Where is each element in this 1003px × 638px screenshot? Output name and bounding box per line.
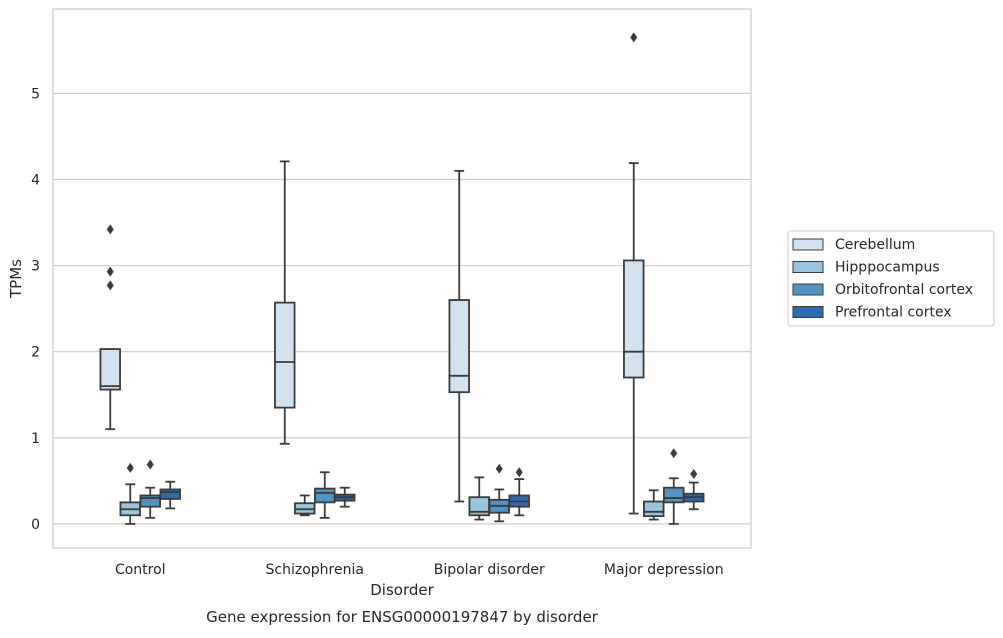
legend-swatch	[792, 261, 824, 273]
y-tick-labels: 0 1 2 3 4 5	[31, 86, 40, 533]
x-tick-label: Bipolar disorder	[434, 562, 545, 578]
box-cerebellum-schizophrenia	[274, 160, 296, 445]
box-layer	[99, 32, 705, 525]
plot-frame	[52, 8, 752, 549]
outlier-point	[670, 448, 678, 459]
legend-label: Orbitofrontal cortex	[835, 282, 973, 298]
outlier-point	[515, 467, 523, 478]
outlier-point	[146, 459, 154, 470]
legend-item-orbitofrontal-cortex: Orbitofrontal cortex	[792, 282, 973, 298]
legend-frame	[787, 230, 995, 327]
legend: Cerebellum Hipppocampus Orbitofrontal cort…	[787, 230, 995, 327]
box-iqr	[274, 301, 296, 409]
y-tick-label: 2	[31, 345, 40, 361]
outlier-point	[690, 468, 698, 479]
legend-swatch	[792, 238, 824, 251]
y-tick-label: 5	[31, 86, 40, 102]
outlier-point	[106, 224, 114, 235]
grid-layer	[53, 92, 751, 525]
outlier-point	[630, 32, 638, 43]
box-iqr	[139, 494, 161, 508]
legend-label: Prefrontal cortex	[835, 305, 952, 321]
outlier-point	[495, 463, 503, 474]
y-tick-label: 4	[31, 172, 40, 188]
box-cerebellum-bipolar-disorder	[448, 169, 470, 503]
y-tick-label: 0	[31, 517, 40, 533]
box-hipppocampus-major-depression	[643, 489, 665, 521]
outlier-point	[106, 280, 114, 291]
box-iqr	[623, 259, 645, 379]
box-prefrontal-cortex-schizophrenia	[334, 486, 356, 508]
box-orbitofrontal-cortex-major-depression	[663, 448, 685, 525]
box-orbitofrontal-cortex-bipolar-disorder	[488, 463, 510, 523]
box-iqr	[448, 299, 470, 394]
box-prefrontal-cortex-major-depression	[683, 468, 705, 511]
y-axis-label: TPMs	[7, 259, 25, 299]
box-prefrontal-cortex-bipolar-disorder	[508, 467, 530, 517]
x-axis-label: Disorder	[370, 581, 434, 599]
box-iqr	[663, 486, 685, 504]
box-cerebellum-major-depression	[623, 32, 645, 515]
x-tick-label: Control	[115, 562, 166, 578]
x-tick-labels: Control Schizophrenia Bipolar disorder Majo…	[115, 562, 724, 578]
outlier-point	[106, 266, 114, 277]
legend-label: Cerebellum	[835, 237, 915, 253]
box-iqr	[99, 348, 121, 391]
outlier-point	[126, 462, 134, 473]
legend-label: Hipppocampus	[835, 260, 940, 276]
box-iqr	[159, 488, 181, 500]
legend-item-prefrontal-cortex: Prefrontal cortex	[792, 305, 952, 321]
x-tick-label: Major depression	[604, 562, 724, 578]
y-tick-label: 1	[31, 431, 40, 447]
box-hipppocampus-schizophrenia	[294, 494, 316, 517]
box-orbitofrontal-cortex-control	[139, 459, 161, 519]
box-cerebellum-control	[99, 224, 121, 431]
x-tick-label: Schizophrenia	[266, 562, 364, 578]
y-tick-label: 3	[31, 259, 40, 275]
box-iqr	[314, 487, 336, 504]
legend-item-hipppocampus: Hipppocampus	[792, 260, 940, 276]
box-hipppocampus-control	[119, 462, 141, 525]
box-hipppocampus-bipolar-disorder	[468, 476, 490, 521]
box-orbitofrontal-cortex-schizophrenia	[314, 471, 336, 519]
chart-caption: Gene expression for ENSG00000197847 by d…	[206, 608, 599, 626]
legend-item-cerebellum: Cerebellum	[792, 237, 915, 253]
legend-swatch	[792, 306, 824, 318]
legend-swatch	[792, 283, 824, 296]
box-iqr	[643, 500, 665, 518]
box-prefrontal-cortex-control	[159, 480, 181, 510]
